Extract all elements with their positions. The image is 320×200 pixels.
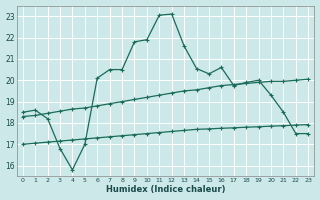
X-axis label: Humidex (Indice chaleur): Humidex (Indice chaleur) bbox=[106, 185, 225, 194]
